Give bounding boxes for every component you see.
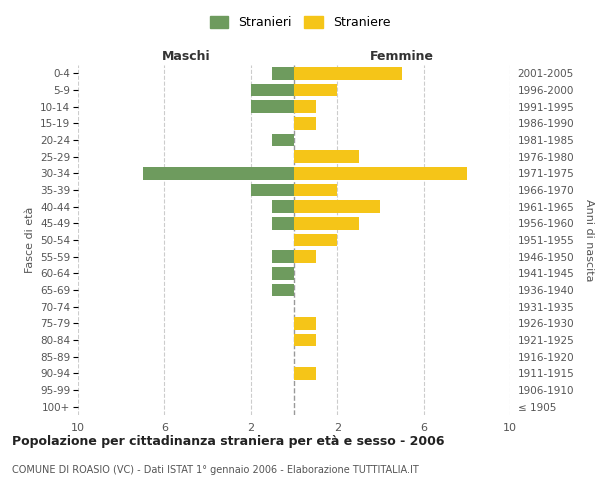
Bar [294,167,467,179]
Bar [294,100,316,113]
Bar [251,100,294,113]
Bar [294,117,316,130]
Bar [294,200,380,213]
Bar [294,367,316,380]
Bar [294,67,402,80]
Bar [294,184,337,196]
Legend: Stranieri, Straniere: Stranieri, Straniere [205,11,395,34]
Bar [294,150,359,163]
Bar [294,217,359,230]
Bar [294,250,316,263]
Bar [294,234,337,246]
Y-axis label: Fasce di età: Fasce di età [25,207,35,273]
Bar [251,184,294,196]
Text: Femmine: Femmine [370,50,434,62]
Text: Maschi: Maschi [161,50,211,62]
Bar [294,84,337,96]
Bar [251,84,294,96]
Text: COMUNE DI ROASIO (VC) - Dati ISTAT 1° gennaio 2006 - Elaborazione TUTTITALIA.IT: COMUNE DI ROASIO (VC) - Dati ISTAT 1° ge… [12,465,419,475]
Bar [143,167,294,179]
Bar [272,217,294,230]
Bar [272,250,294,263]
Bar [272,267,294,280]
Bar [272,134,294,146]
Text: Popolazione per cittadinanza straniera per età e sesso - 2006: Popolazione per cittadinanza straniera p… [12,435,445,448]
Bar [294,317,316,330]
Bar [272,67,294,80]
Bar [272,284,294,296]
Bar [294,334,316,346]
Y-axis label: Anni di nascita: Anni di nascita [584,198,594,281]
Bar [272,200,294,213]
